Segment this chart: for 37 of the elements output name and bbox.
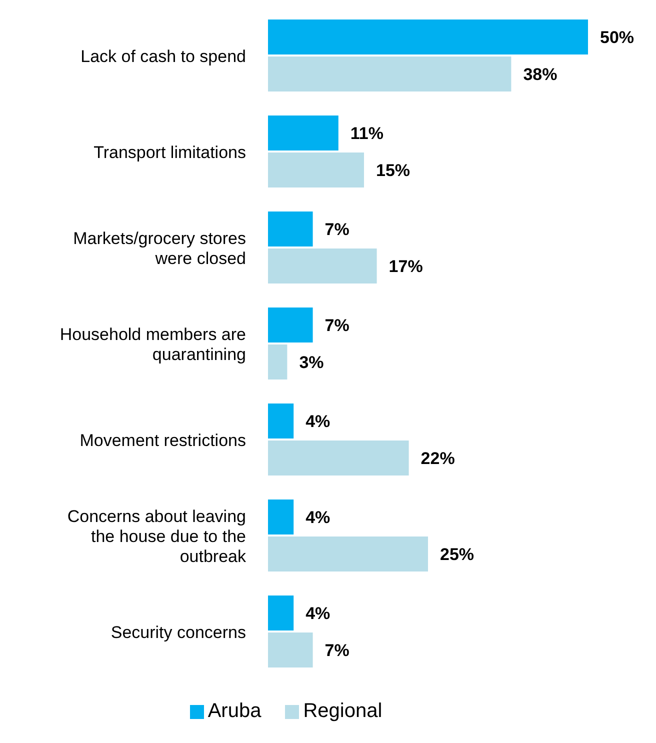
data-label: 4% (306, 604, 330, 624)
y-tick-label: Lack of cash to spend (80, 46, 246, 66)
data-label: 3% (299, 353, 324, 372)
bar (268, 152, 364, 188)
bar (268, 56, 512, 92)
bar (268, 440, 409, 476)
y-tick-label: Movement restrictions (80, 430, 246, 450)
bar (268, 248, 377, 284)
bar (268, 596, 294, 631)
y-tick-label: Security concerns (110, 622, 246, 642)
data-label: 7% (324, 641, 350, 660)
bar (268, 500, 294, 535)
legend-label: Aruba (208, 700, 262, 722)
bar (268, 212, 313, 247)
data-label: 4% (306, 412, 330, 432)
bar (268, 20, 588, 55)
data-label: 38% (523, 65, 558, 84)
data-label: 4% (306, 508, 330, 528)
bar (268, 632, 313, 668)
data-label: 25% (440, 545, 474, 564)
legend-label: Regional (303, 700, 382, 722)
bar (268, 344, 288, 380)
data-label: 50% (600, 28, 634, 48)
data-label: 7% (324, 220, 350, 240)
data-label: 15% (376, 161, 410, 180)
bar (268, 536, 428, 572)
bar (268, 404, 294, 439)
data-label: 22% (420, 449, 455, 468)
data-label: 7% (324, 316, 350, 336)
y-tick-label: Markets/grocery stores were closed (73, 228, 246, 268)
data-label: 17% (388, 257, 423, 276)
data-label: 11% (350, 124, 384, 144)
bar (268, 308, 313, 343)
y-tick-label: Transport limitations (94, 142, 246, 162)
y-tick-label: Household members are quarantining (60, 324, 246, 364)
bar (268, 116, 338, 151)
y-tick-label: Concerns about leaving the house due to the outbreak (67, 506, 246, 566)
